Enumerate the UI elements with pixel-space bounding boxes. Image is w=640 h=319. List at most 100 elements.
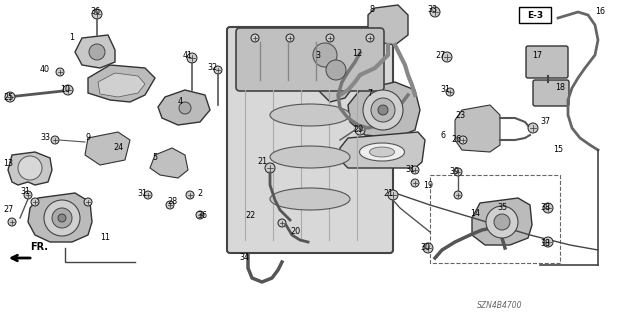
Text: 13: 13 (3, 159, 13, 167)
Polygon shape (368, 5, 408, 45)
Circle shape (326, 34, 334, 42)
Text: 31: 31 (137, 189, 147, 197)
Text: 29: 29 (353, 125, 363, 135)
Text: 26: 26 (451, 136, 461, 145)
Text: 5: 5 (152, 153, 157, 162)
Text: 34: 34 (239, 254, 249, 263)
Circle shape (144, 191, 152, 199)
Circle shape (543, 237, 553, 247)
Text: 27: 27 (3, 205, 13, 214)
Circle shape (166, 201, 174, 209)
Text: 6: 6 (440, 130, 445, 139)
Circle shape (265, 163, 275, 173)
Text: 25: 25 (3, 93, 13, 101)
Text: 8: 8 (369, 5, 374, 14)
Circle shape (378, 105, 388, 115)
Text: 23: 23 (455, 110, 465, 120)
Circle shape (92, 9, 102, 19)
Text: 7: 7 (367, 88, 372, 98)
Polygon shape (75, 35, 115, 68)
Polygon shape (85, 132, 130, 165)
Circle shape (84, 198, 92, 206)
Text: 19: 19 (423, 181, 433, 189)
Circle shape (56, 68, 64, 76)
Text: 39: 39 (449, 167, 459, 176)
Ellipse shape (270, 104, 350, 126)
Polygon shape (472, 198, 532, 245)
Text: 17: 17 (532, 50, 542, 60)
Text: 27: 27 (435, 50, 445, 60)
Text: 21: 21 (257, 158, 267, 167)
Text: 33: 33 (427, 5, 437, 14)
Circle shape (528, 123, 538, 133)
Text: 30: 30 (420, 243, 430, 253)
Text: FR.: FR. (30, 242, 48, 252)
FancyBboxPatch shape (533, 80, 569, 106)
Text: 31: 31 (440, 85, 450, 94)
Polygon shape (98, 73, 145, 97)
Circle shape (543, 203, 553, 213)
Circle shape (24, 191, 32, 199)
Circle shape (58, 214, 66, 222)
Text: 37: 37 (540, 117, 550, 127)
Text: 32: 32 (207, 63, 217, 72)
Circle shape (459, 136, 467, 144)
Text: 16: 16 (595, 8, 605, 17)
Text: 36: 36 (197, 211, 207, 219)
Ellipse shape (360, 143, 404, 161)
Circle shape (286, 34, 294, 42)
FancyBboxPatch shape (526, 46, 568, 78)
Circle shape (187, 53, 197, 63)
Text: 21: 21 (383, 189, 393, 197)
Text: 36: 36 (90, 8, 100, 17)
Circle shape (430, 7, 440, 17)
Circle shape (51, 136, 59, 144)
Text: 18: 18 (555, 84, 565, 93)
Text: 15: 15 (553, 145, 563, 154)
Text: 38: 38 (540, 239, 550, 248)
Text: 38: 38 (540, 204, 550, 212)
Circle shape (486, 206, 518, 238)
Text: 2: 2 (197, 189, 203, 197)
Circle shape (423, 243, 433, 253)
Polygon shape (348, 82, 420, 138)
Polygon shape (8, 152, 52, 185)
Circle shape (52, 208, 72, 228)
Text: 11: 11 (100, 234, 110, 242)
Text: 22: 22 (245, 211, 255, 219)
Text: 9: 9 (85, 132, 91, 142)
Ellipse shape (270, 188, 350, 210)
Text: 1: 1 (70, 33, 74, 42)
Circle shape (214, 66, 222, 74)
Text: 14: 14 (470, 209, 480, 218)
Text: 12: 12 (352, 48, 362, 57)
Circle shape (8, 218, 16, 226)
Circle shape (371, 98, 395, 122)
Text: 35: 35 (497, 203, 507, 211)
Polygon shape (455, 105, 500, 152)
Circle shape (326, 60, 346, 80)
Circle shape (186, 191, 194, 199)
Circle shape (411, 166, 419, 174)
Circle shape (313, 43, 337, 67)
Circle shape (63, 85, 73, 95)
Text: 10: 10 (60, 85, 70, 94)
FancyBboxPatch shape (519, 7, 551, 23)
Circle shape (89, 44, 105, 60)
Text: 40: 40 (40, 65, 50, 75)
Circle shape (454, 168, 462, 176)
Circle shape (44, 200, 80, 236)
Circle shape (179, 102, 191, 114)
Bar (430, 175, 560, 263)
Polygon shape (28, 193, 92, 242)
Circle shape (278, 219, 286, 227)
FancyBboxPatch shape (236, 28, 384, 91)
Ellipse shape (270, 146, 350, 168)
Circle shape (196, 211, 204, 219)
Text: SZN4B4700: SZN4B4700 (477, 300, 523, 309)
Text: 31: 31 (20, 188, 30, 197)
Text: 24: 24 (113, 144, 123, 152)
Polygon shape (158, 90, 210, 125)
Circle shape (388, 190, 398, 200)
Text: E-3: E-3 (527, 11, 543, 19)
